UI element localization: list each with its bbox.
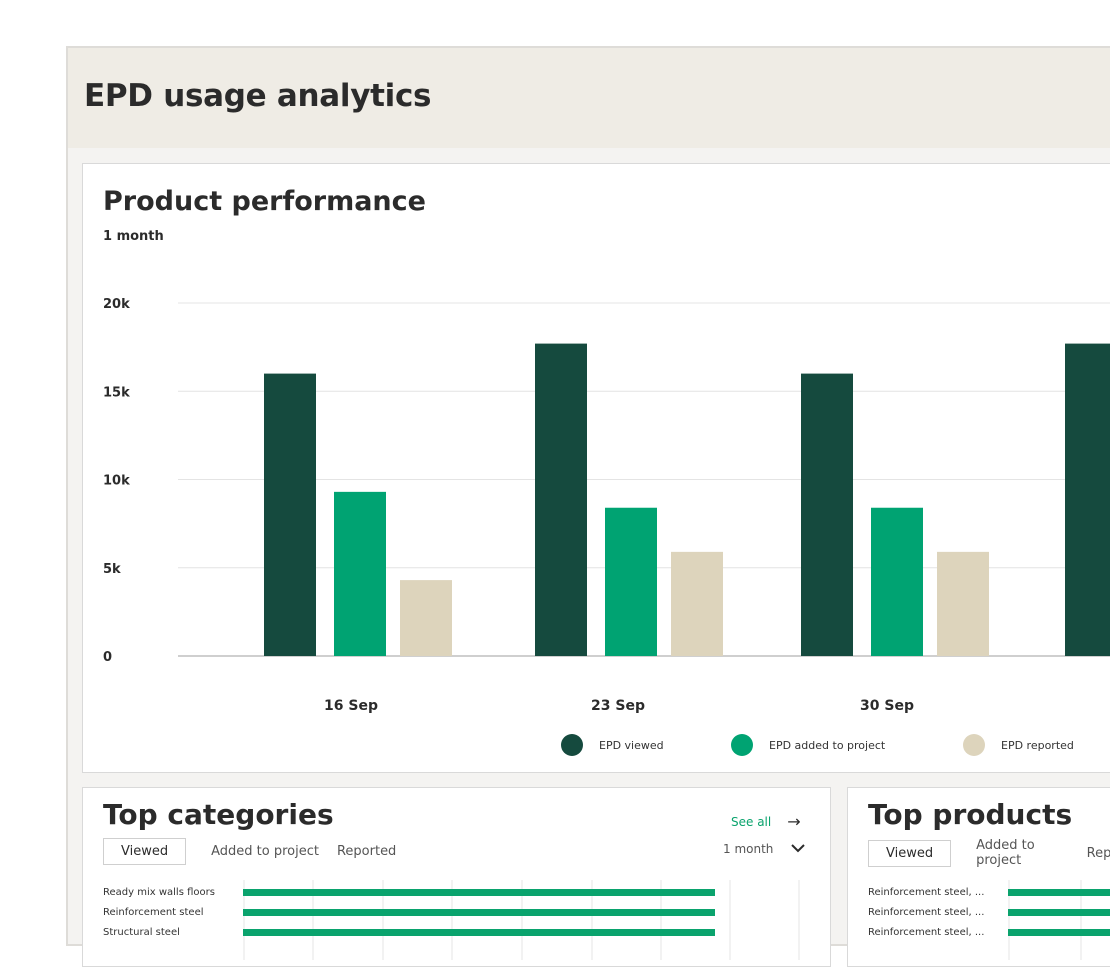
list-item[interactable]: Reinforcement steel	[103, 902, 715, 922]
y-tick-label: 0	[103, 650, 112, 665]
y-tick-label: 10k	[103, 474, 130, 489]
page-header: EPD usage analytics	[68, 48, 1110, 148]
legend-swatch	[963, 734, 985, 756]
tab-viewed[interactable]: Viewed	[868, 839, 952, 867]
category-label: Structural steel	[103, 926, 180, 938]
arrow-right-icon: →	[787, 812, 801, 831]
bar-epd-added-to-project[interactable]	[871, 507, 923, 656]
chevron-down-icon	[791, 842, 806, 856]
list-item[interactable]: Ready mix walls floors	[103, 882, 715, 902]
category-list: Ready mix walls floors Reinforcement stee…	[103, 882, 715, 942]
legend-item: EPD reported	[963, 734, 1074, 756]
product-label: Reinforcement steel, ...	[868, 906, 985, 918]
bar-epd-viewed[interactable]	[264, 373, 316, 656]
x-tick-label: 30 Sep	[860, 698, 914, 714]
y-tick-label: 5k	[103, 562, 121, 577]
tab-reported[interactable]: Reported	[336, 844, 397, 859]
product-label: Reinforcement steel, ...	[868, 926, 985, 938]
product-bar	[1008, 888, 1110, 896]
tab-viewed[interactable]: Viewed	[103, 838, 187, 865]
legend-item: EPD added to project	[731, 734, 885, 756]
performance-period: 1 month	[103, 229, 164, 244]
bar-epd-viewed[interactable]	[801, 373, 853, 656]
y-tick-label: 20k	[103, 297, 130, 312]
product-list: Reinforcement steel, ... Reinforcement st…	[868, 882, 1110, 942]
tab-added-to-project[interactable]: Added to project	[211, 844, 319, 859]
top-products-card: Top products Viewed Added to project Rep…	[847, 787, 1110, 967]
legend-label: EPD added to project	[769, 738, 886, 752]
bar-epd-viewed[interactable]	[1065, 343, 1110, 656]
see-all-label: See all	[731, 814, 772, 829]
bar-epd-reported[interactable]	[400, 580, 452, 656]
period-value: 1 month	[723, 842, 774, 856]
list-item[interactable]: Reinforcement steel, ...	[868, 902, 1110, 922]
top-categories-card: Top categories See all → Viewed Added to…	[82, 787, 831, 967]
legend-label: EPD viewed	[599, 738, 664, 752]
bar-epd-reported[interactable]	[671, 551, 723, 656]
y-tick-label: 15k	[103, 385, 130, 400]
legend-item: EPD viewed	[561, 734, 664, 756]
top-categories-title: Top categories	[103, 798, 334, 831]
tab-reported[interactable]: Reported	[1086, 845, 1110, 861]
product-label: Reinforcement steel, ...	[868, 886, 985, 898]
category-label: Ready mix walls floors	[103, 886, 215, 898]
category-tabs: Viewed Added to project Reported	[103, 838, 396, 865]
top-products-title: Top products	[868, 798, 1073, 831]
performance-bar-chart: 0 5k 10k 15k 20k 16 Sep 23 Sep 30 Sep	[103, 297, 1110, 714]
legend-label: EPD reported	[1001, 738, 1074, 752]
product-bar	[1008, 908, 1110, 916]
bar-epd-reported[interactable]	[937, 551, 989, 656]
category-bar	[243, 888, 715, 896]
bar-epd-added-to-project[interactable]	[334, 491, 386, 656]
product-performance-card: Product performance 1 month 0 5k 10k 15k 20k…	[82, 163, 1110, 773]
performance-title: Product performance	[103, 186, 426, 217]
bar-epd-viewed[interactable]	[535, 343, 587, 656]
category-label: Reinforcement steel	[103, 906, 204, 918]
category-bar	[243, 928, 715, 936]
x-tick-label: 16 Sep	[324, 698, 378, 714]
product-bar	[1008, 928, 1110, 936]
category-bar	[243, 908, 715, 916]
page-title: EPD usage analytics	[84, 78, 432, 114]
x-tick-label: 23 Sep	[591, 698, 645, 714]
legend-swatch	[731, 734, 753, 756]
chart-legend: EPD viewed EPD added to project EPD report…	[83, 734, 1110, 764]
bar-epd-added-to-project[interactable]	[605, 507, 657, 656]
see-all-link[interactable]: See all →	[731, 812, 801, 831]
tab-added-to-project[interactable]: Added to project	[976, 838, 1035, 868]
period-dropdown[interactable]: 1 month	[723, 842, 806, 856]
list-item[interactable]: Reinforcement steel, ...	[868, 882, 1110, 902]
list-item[interactable]: Reinforcement steel, ...	[868, 922, 1110, 942]
legend-swatch	[561, 734, 583, 756]
product-tabs: Viewed Added to project Reported	[868, 838, 1110, 868]
list-item[interactable]: Structural steel	[103, 922, 715, 942]
